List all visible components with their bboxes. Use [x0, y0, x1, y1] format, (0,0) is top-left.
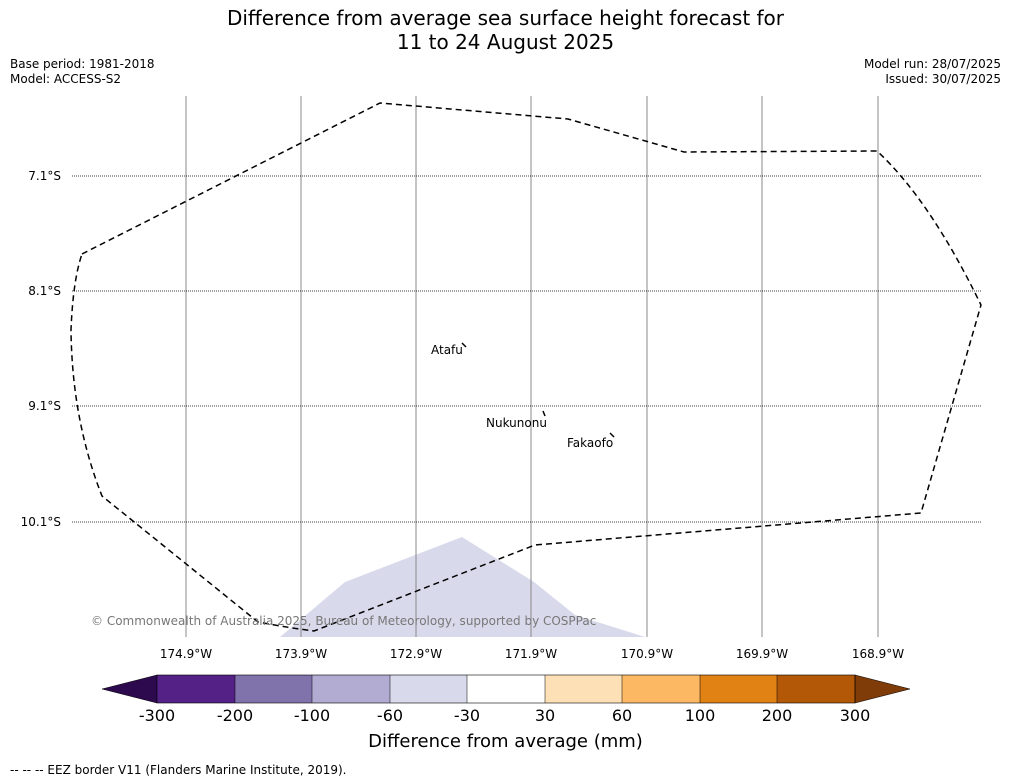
colorbar-min-extension: [101, 674, 158, 704]
lon-label: 169.9°W: [735, 647, 789, 661]
colorbar-segment: [312, 675, 390, 703]
lon-label: 172.9°W: [389, 647, 443, 661]
colorbar-segment: [622, 675, 700, 703]
place-label-nukunonu: Nukunonu: [486, 416, 547, 430]
lat-label: 7.1°S: [28, 169, 61, 183]
lon-label: 173.9°W: [274, 647, 328, 661]
colorbar-frame: [156, 674, 856, 704]
map-title-line2: 11 to 24 August 2025: [396, 30, 615, 54]
lon-label: 168.9°W: [851, 647, 905, 661]
colorbar-max-extension: [854, 674, 911, 704]
map-title-line1: Difference from average sea surface heig…: [226, 6, 785, 30]
lon-label: 170.9°W: [620, 647, 674, 661]
colorbar-tick: 100: [684, 706, 716, 725]
model-run: Model run: 28/07/2025: [863, 57, 1001, 71]
colorbar-segment: [157, 675, 235, 703]
colorbar-segment: [700, 675, 777, 703]
eez-legend: -- -- -- EEZ border V11 (Flanders Marine…: [10, 763, 347, 777]
parallel-lines: [72, 175, 982, 523]
colorbar-tick: 300: [839, 706, 871, 725]
anomaly-region: [280, 537, 645, 637]
colorbar-label: Difference from average (mm): [368, 731, 643, 752]
colorbar-tick: -30: [453, 706, 481, 725]
lat-label: 9.1°S: [28, 399, 61, 413]
colorbar-tick: -300: [138, 706, 176, 725]
lat-label: 8.1°S: [28, 284, 61, 298]
colorbar-tick: -60: [376, 706, 404, 725]
colorbar-segment: [777, 675, 855, 703]
colorbar-tick: 200: [761, 706, 793, 725]
model-name: Model: ACCESS-S2: [10, 72, 122, 86]
atafu-island-mark: [461, 342, 467, 348]
colorbar: [101, 674, 911, 704]
colorbar-tick: -200: [216, 706, 254, 725]
colorbar-tick: -100: [293, 706, 331, 725]
fakaofo-island-mark: [609, 432, 615, 438]
colorbar-segment: [545, 675, 622, 703]
colorbar-segment: [390, 675, 467, 703]
nukunonu-island-mark: [542, 410, 546, 417]
place-label-atafu: Atafu: [431, 343, 463, 357]
lon-label: 171.9°W: [504, 647, 558, 661]
copyright-notice: © Commonwealth of Australia 2025, Bureau…: [91, 614, 597, 628]
base-period: Base period: 1981-2018: [10, 57, 155, 71]
issued-date: Issued: 30/07/2025: [885, 72, 1001, 86]
eez-border: [70, 102, 982, 632]
colorbar-tick: 60: [611, 706, 633, 725]
meta-right: Model run: 28/07/2025 Issued: 30/07/2025: [864, 57, 1001, 87]
meta-left: Base period: 1981-2018 Model: ACCESS-S2: [10, 57, 155, 87]
place-label-fakaofo: Fakaofo: [567, 436, 614, 450]
lat-label: 10.1°S: [20, 515, 61, 529]
colorbar-tick: 30: [534, 706, 556, 725]
colorbar-segment: [235, 675, 312, 703]
colorbar-segment: [467, 675, 545, 703]
meridian-lines: [185, 96, 879, 637]
lon-label: 174.9°W: [159, 647, 213, 661]
colorbar-dividers: [234, 675, 778, 703]
